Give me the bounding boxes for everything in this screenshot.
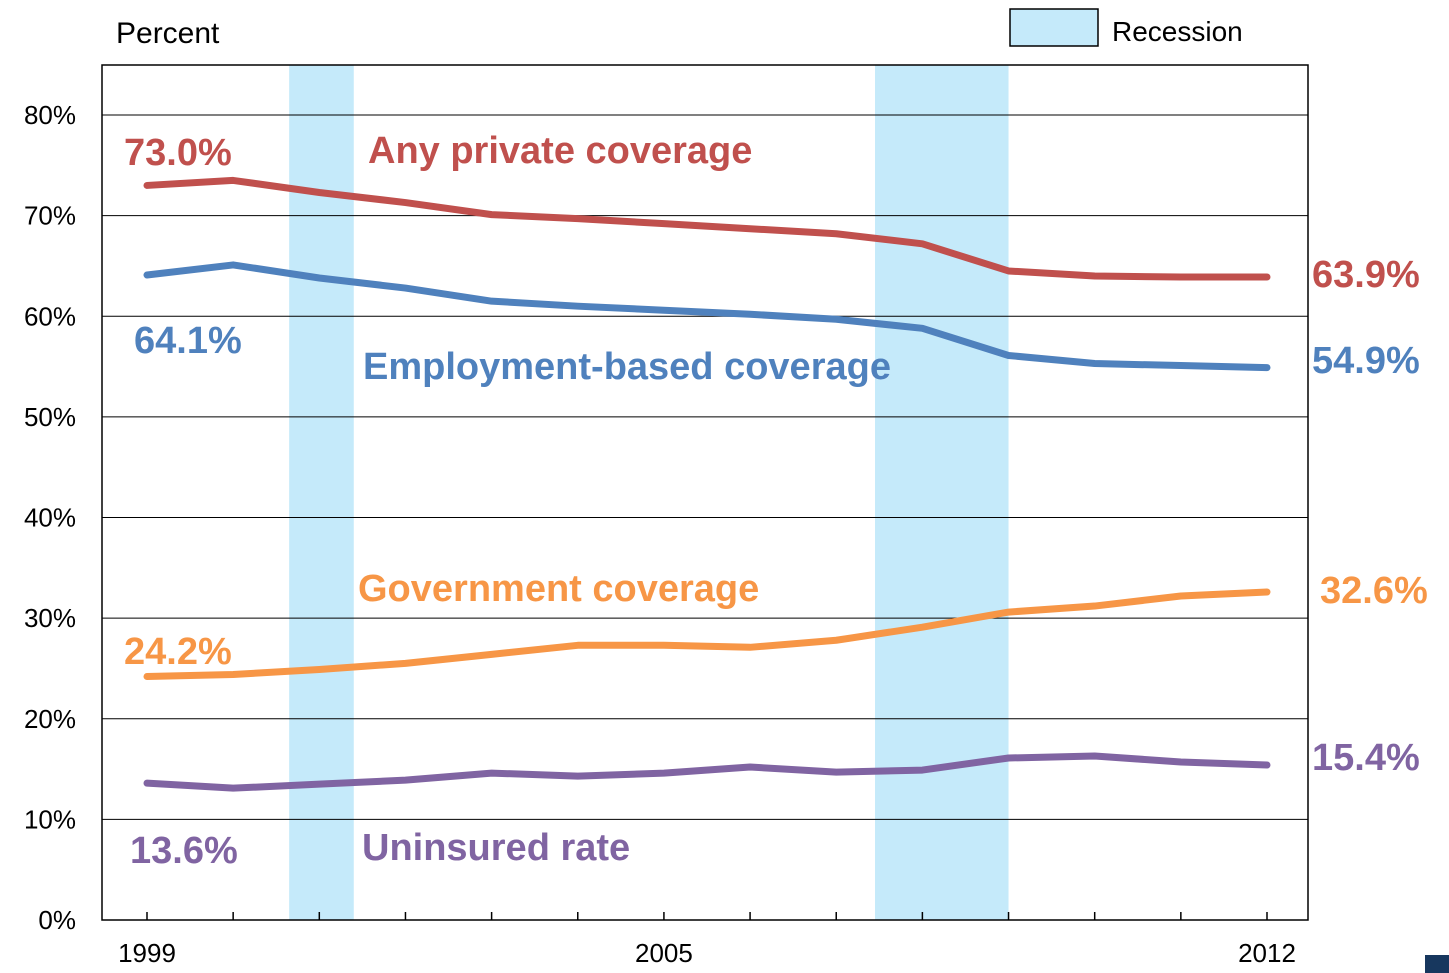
series-lines: [143, 176, 1271, 792]
start-label-employment-based: 64.1%: [134, 320, 242, 362]
series-name-employment-based: Employment-based coverage: [363, 346, 891, 388]
end-label-government: 32.6%: [1320, 570, 1428, 612]
end-label-any-private: 63.9%: [1312, 254, 1420, 296]
end-label-employment-based: 54.9%: [1312, 340, 1420, 382]
series-line-any-private-coverage: [143, 176, 1271, 281]
y-tick-label: 40%: [24, 503, 76, 533]
gridlines: [102, 114, 1308, 820]
series-line-government-coverage: [143, 588, 1271, 680]
series-name-any-private: Any private coverage: [368, 130, 752, 172]
corner-mark: [1425, 955, 1449, 973]
y-tick-label: 20%: [24, 704, 76, 734]
recession-bands: [289, 65, 1009, 920]
y-axis-title: Percent: [116, 17, 220, 50]
x-tick-labels: 1999 2005 2012: [118, 938, 1296, 968]
x-tick-label: 2012: [1238, 938, 1296, 968]
end-label-uninsured: 15.4%: [1312, 737, 1420, 779]
y-tick-label: 70%: [24, 201, 76, 231]
start-label-uninsured: 13.6%: [130, 830, 238, 872]
y-tick-label: 0%: [38, 905, 76, 935]
x-tick-label: 1999: [118, 938, 176, 968]
plot-frame: [101, 64, 1309, 921]
start-label-any-private: 73.0%: [124, 132, 232, 174]
legend: Recession: [1009, 8, 1243, 47]
x-tick-marks: [146, 912, 1268, 920]
recession-band-2: [875, 65, 1009, 920]
series-line-employment-based-coverage: [143, 261, 1271, 372]
y-tick-label: 50%: [24, 402, 76, 432]
y-tick-labels: 0% 10% 20% 30% 40% 50% 60% 70% 80%: [24, 100, 76, 935]
series-name-government: Government coverage: [358, 568, 759, 610]
x-tick-label: 2005: [635, 938, 693, 968]
y-tick-label: 60%: [24, 301, 76, 331]
series-line-uninsured-rate: [143, 752, 1271, 792]
y-tick-label: 80%: [24, 100, 76, 130]
start-label-government: 24.2%: [124, 631, 232, 673]
legend-recession-swatch: [1009, 8, 1099, 47]
y-tick-label: 30%: [24, 603, 76, 633]
series-name-uninsured: Uninsured rate: [362, 827, 630, 869]
y-tick-label: 10%: [24, 804, 76, 834]
legend-recession-label: Recession: [1112, 16, 1243, 47]
recession-band-1: [289, 65, 354, 920]
